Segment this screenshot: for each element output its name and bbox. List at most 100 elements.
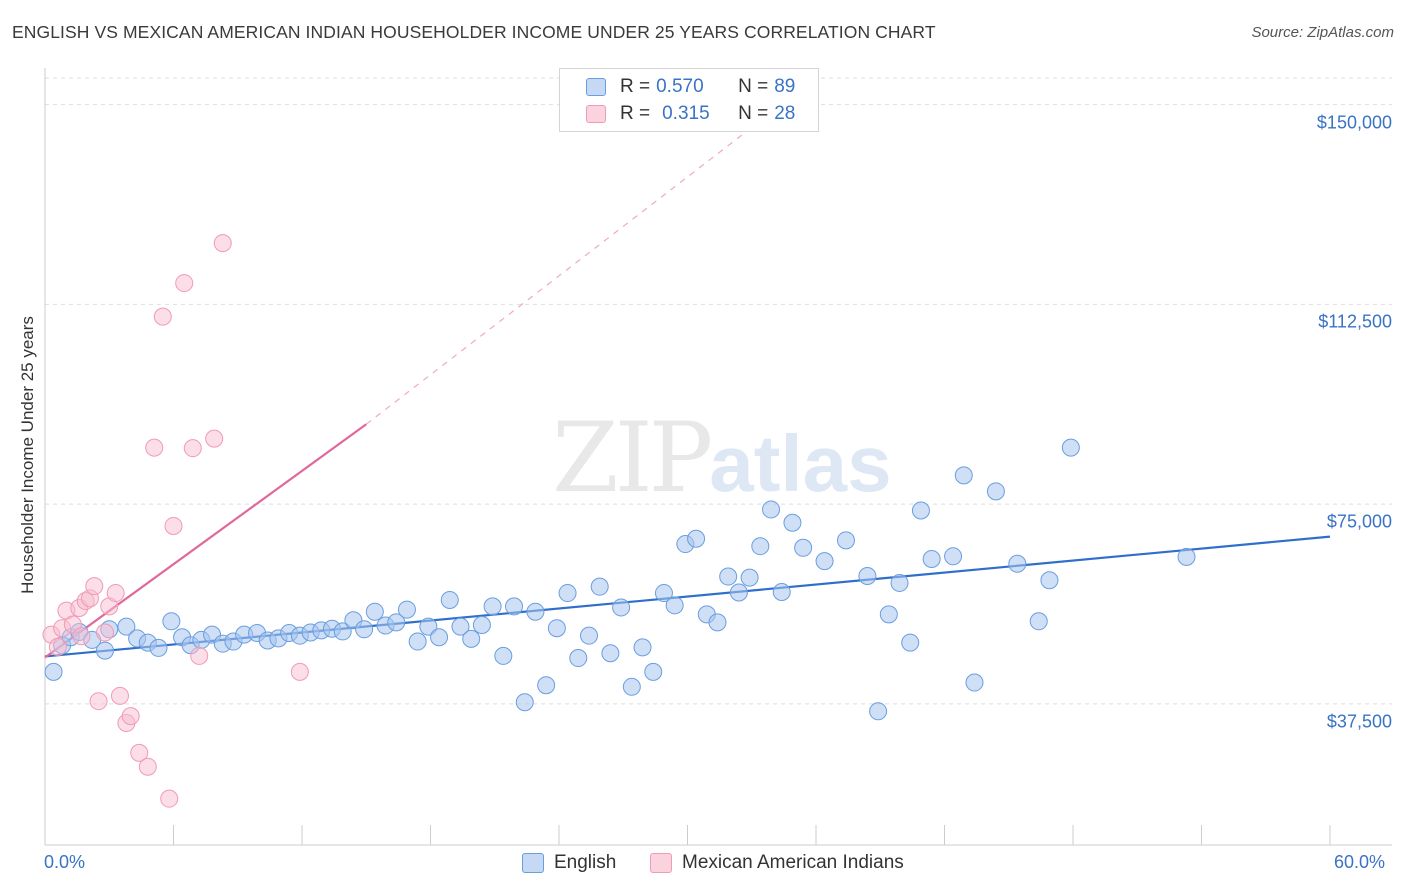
english-point-10 [149, 638, 168, 657]
english-point-63 [719, 567, 738, 586]
mexican-trend-line [44, 423, 367, 659]
mexican-point-17 [130, 743, 149, 762]
watermark-atlas: atlas [709, 419, 892, 508]
english-point-39 [462, 629, 481, 648]
english-point-52 [601, 644, 620, 663]
english-point-48 [558, 584, 577, 603]
legend-n-label: N = [738, 103, 769, 124]
english-point-40 [472, 616, 491, 635]
legend-r-label: R = [620, 76, 651, 97]
english-point-35 [419, 617, 438, 636]
english-point-86 [1040, 571, 1059, 590]
mexican-point-20 [153, 307, 172, 326]
mexican-point-21 [160, 789, 179, 808]
mexican-point-22 [164, 516, 183, 535]
english-point-38 [451, 617, 470, 636]
mexican-trend-extension [365, 77, 817, 425]
series-legend: English Mexican American Indians [0, 852, 1406, 878]
mexican-point-1 [48, 637, 67, 656]
english-point-72 [836, 531, 855, 550]
english-point-50 [579, 626, 598, 645]
english-point-73 [858, 567, 877, 586]
legend-n-value: 89 [774, 76, 796, 97]
english-legend-swatch [522, 853, 544, 873]
chart-source: Source: ZipAtlas.com [1251, 24, 1394, 41]
legend-row-mexican: R = 0.315 N = 28 [586, 101, 795, 127]
mexican-point-27 [213, 234, 232, 253]
english-point-44 [515, 693, 534, 712]
english-point-33 [397, 600, 416, 619]
legend-r-label: R = [620, 103, 651, 124]
english-point-84 [1008, 554, 1027, 573]
english-point-56 [644, 662, 663, 681]
english-point-57 [654, 584, 673, 603]
english-point-36 [430, 628, 449, 647]
english-point-58 [665, 596, 684, 615]
english-point-76 [890, 573, 909, 592]
mexican-point-16 [121, 707, 140, 726]
english-point-7 [117, 617, 136, 636]
english-point-32 [387, 613, 406, 632]
watermark: ZIPatlas [552, 402, 892, 514]
english-point-69 [783, 513, 802, 532]
english-point-85 [1029, 612, 1048, 631]
legend-item-mexican[interactable]: Mexican American Indians [650, 852, 904, 874]
english-point-37 [440, 590, 459, 609]
mexican-point-14 [110, 686, 129, 705]
english-point-67 [762, 500, 781, 519]
english-point-71 [815, 552, 834, 571]
y-tick-label-2: $112,500 [1318, 311, 1392, 332]
english-point-81 [954, 466, 973, 485]
english-point-54 [622, 677, 641, 696]
english-point-74 [869, 702, 888, 721]
grid-lines [45, 77, 1392, 705]
y-tick-label-0: $37,500 [1326, 711, 1392, 732]
mexican-swatch [586, 105, 606, 123]
english-point-42 [494, 646, 513, 665]
english-point-27 [333, 622, 352, 641]
mexican-point-24 [183, 439, 202, 458]
english-point-51 [590, 577, 609, 596]
english-point-64 [729, 583, 748, 602]
english-point-11 [162, 612, 181, 631]
mexican-point-26 [205, 429, 224, 448]
legend-row-english: R = 0.570 N = 89 [586, 74, 795, 100]
y-axis-label: Householder Income Under 25 years [18, 316, 37, 594]
y-tick-label-1: $75,000 [1326, 511, 1392, 532]
mexican-point-18 [138, 757, 157, 776]
english-point-88 [1177, 547, 1196, 566]
mexican-point-11 [95, 623, 114, 642]
x-tick-label-min: 0.0% [44, 852, 86, 872]
mexican-point-25 [190, 646, 209, 665]
mexican-point-13 [106, 584, 125, 603]
english-point-45 [526, 602, 545, 621]
english-point-66 [751, 537, 770, 556]
x-tick-label-max: 60.0% [1334, 852, 1386, 872]
chart-title: ENGLISH VS MEXICAN AMERICAN INDIAN HOUSE… [12, 22, 936, 42]
mexican-point-10 [89, 692, 108, 711]
english-point-79 [922, 549, 941, 568]
legend-label-mexican: Mexican American Indians [682, 852, 904, 873]
english-point-77 [901, 633, 920, 652]
english-point-43 [505, 597, 524, 616]
english-point-68 [772, 582, 791, 601]
mexican-point-9 [85, 577, 104, 596]
english-point-60 [687, 529, 706, 548]
english-point-49 [569, 649, 588, 668]
english-point-29 [355, 620, 374, 639]
english-point-62 [708, 613, 727, 632]
mexican-legend-swatch [650, 853, 672, 873]
legend-n-value: 28 [774, 103, 796, 124]
english-point-5 [95, 641, 114, 660]
axes [44, 68, 1392, 846]
english-point-70 [794, 538, 813, 557]
legend-label-english: English [554, 852, 617, 873]
y-tick-label-3: $150,000 [1316, 112, 1392, 133]
english-point-0 [44, 662, 63, 681]
english-point-78 [911, 501, 930, 520]
english-point-82 [965, 673, 984, 692]
english-point-65 [740, 568, 759, 587]
legend-item-english[interactable]: English [522, 852, 616, 874]
mexican-point-19 [145, 438, 164, 457]
